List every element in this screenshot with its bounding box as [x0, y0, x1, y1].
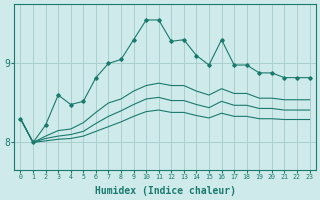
X-axis label: Humidex (Indice chaleur): Humidex (Indice chaleur) — [94, 186, 236, 196]
